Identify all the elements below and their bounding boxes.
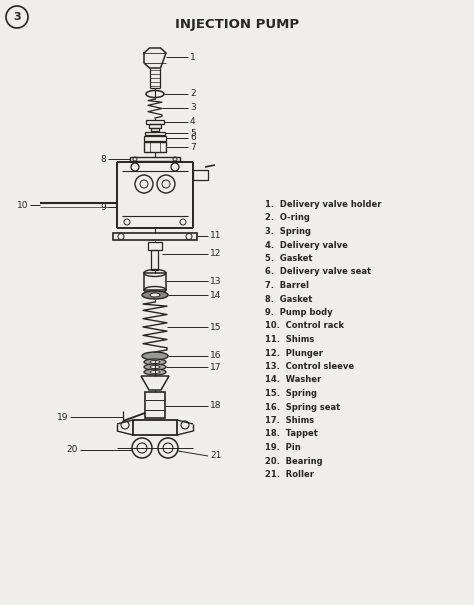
Text: 3: 3 — [190, 103, 196, 113]
Ellipse shape — [150, 361, 160, 364]
Text: 20: 20 — [67, 445, 78, 454]
Bar — [151, 128, 159, 131]
Text: 13.  Control sleeve: 13. Control sleeve — [265, 362, 354, 371]
Bar — [133, 420, 177, 435]
Text: INJECTION PUMP: INJECTION PUMP — [175, 18, 299, 31]
Text: 12.  Plunger: 12. Plunger — [265, 348, 323, 358]
Text: 10.  Control rack: 10. Control rack — [265, 321, 344, 330]
Text: 13: 13 — [210, 276, 221, 286]
Bar — [144, 273, 166, 290]
Text: 7.  Barrel: 7. Barrel — [265, 281, 309, 290]
Bar — [130, 157, 180, 161]
Text: 15: 15 — [210, 322, 221, 332]
Text: 7: 7 — [190, 143, 196, 151]
Text: 14.  Washer: 14. Washer — [265, 376, 321, 385]
Bar — [148, 242, 162, 250]
Bar — [152, 250, 158, 270]
Ellipse shape — [144, 369, 166, 375]
Text: 15.  Spring: 15. Spring — [265, 389, 317, 398]
Bar — [145, 132, 165, 135]
Text: 6: 6 — [190, 134, 196, 143]
Text: 17.  Shims: 17. Shims — [265, 416, 314, 425]
Text: 19: 19 — [56, 413, 68, 422]
Ellipse shape — [144, 359, 166, 365]
Ellipse shape — [144, 364, 166, 370]
Bar — [144, 142, 166, 152]
Text: 19.  Pin: 19. Pin — [265, 443, 301, 452]
Bar — [144, 136, 166, 141]
Text: 5.  Gasket: 5. Gasket — [265, 254, 312, 263]
Text: 8.  Gasket: 8. Gasket — [265, 295, 312, 304]
Bar — [149, 124, 161, 128]
Text: 14: 14 — [210, 290, 221, 299]
Ellipse shape — [150, 365, 160, 368]
Text: 21: 21 — [210, 451, 221, 460]
Text: 2: 2 — [190, 90, 196, 99]
Text: 12: 12 — [210, 249, 221, 258]
Text: 18.  Tappet: 18. Tappet — [265, 430, 318, 439]
Ellipse shape — [150, 370, 160, 373]
Text: 11: 11 — [210, 232, 221, 241]
Text: 4.  Delivery valve: 4. Delivery valve — [265, 241, 348, 249]
Text: 3: 3 — [13, 12, 21, 22]
Text: 16: 16 — [210, 352, 221, 361]
Text: 1.  Delivery valve holder: 1. Delivery valve holder — [265, 200, 382, 209]
Text: 20.  Bearing: 20. Bearing — [265, 457, 323, 465]
Text: 17: 17 — [210, 362, 221, 371]
Text: 2.  O-ring: 2. O-ring — [265, 214, 310, 223]
Bar — [193, 170, 208, 180]
Text: 5: 5 — [190, 128, 196, 137]
Text: 1: 1 — [190, 53, 196, 62]
Text: 3.  Spring: 3. Spring — [265, 227, 311, 236]
Ellipse shape — [142, 352, 168, 360]
Text: 11.  Shims: 11. Shims — [265, 335, 314, 344]
Text: 16.  Spring seat: 16. Spring seat — [265, 402, 340, 411]
Bar — [145, 392, 165, 418]
Text: 9: 9 — [100, 203, 106, 212]
Bar — [146, 120, 164, 124]
Text: 8: 8 — [100, 154, 106, 163]
Text: 4: 4 — [190, 117, 196, 126]
Text: 21.  Roller: 21. Roller — [265, 470, 314, 479]
Text: 18: 18 — [210, 402, 221, 411]
Text: 6.  Delivery valve seat: 6. Delivery valve seat — [265, 267, 371, 276]
Text: 9.  Pump body: 9. Pump body — [265, 308, 333, 317]
Ellipse shape — [142, 291, 168, 299]
Text: 10: 10 — [17, 200, 28, 209]
Ellipse shape — [150, 293, 160, 297]
Bar — [113, 233, 197, 240]
